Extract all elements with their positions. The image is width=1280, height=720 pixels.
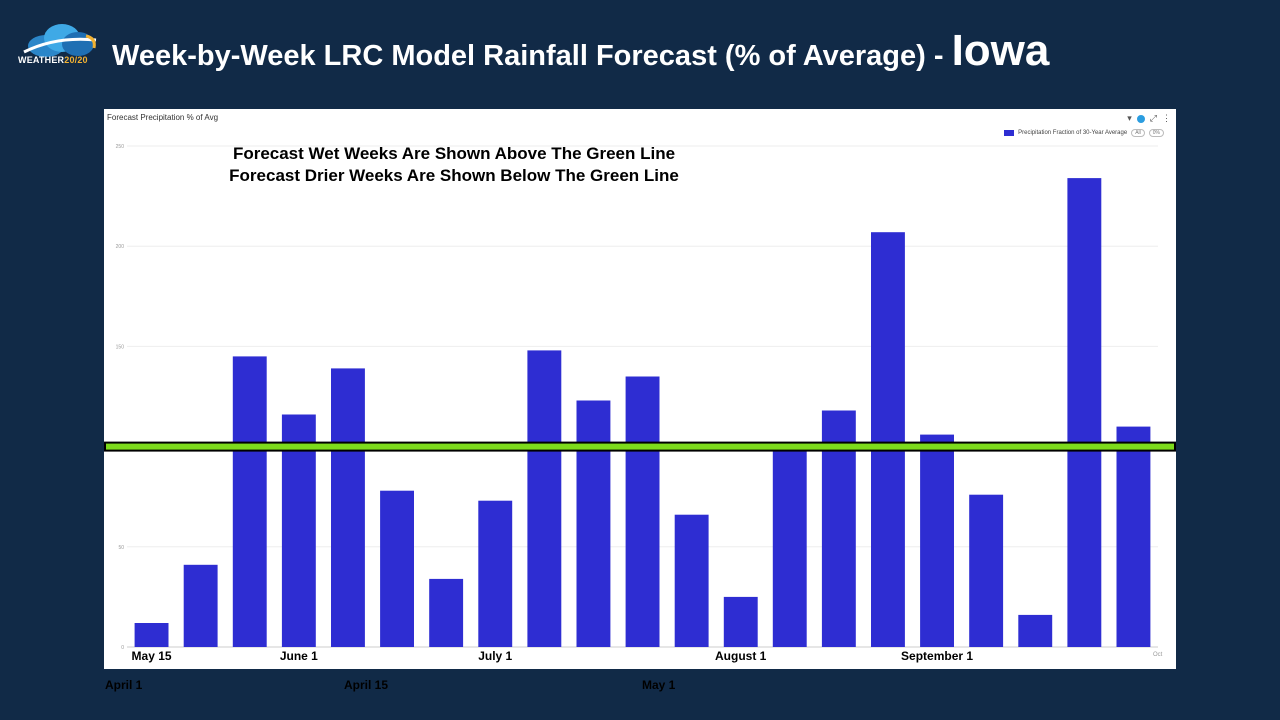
y-tick-label: 200 [116,244,125,250]
secondary-date-label: April 15 [344,678,389,692]
bar[interactable] [281,414,316,648]
bar[interactable] [1018,614,1053,647]
bar-chart: 050100150200250Oct [104,144,1176,658]
bar[interactable] [723,596,758,647]
bar[interactable] [429,578,464,647]
annotation-wet: Forecast Wet Weeks Are Shown Above The G… [232,144,676,163]
chart-panel: Forecast Precipitation % of Avg ▾ ⤢ ⋮ Pr… [104,109,1176,669]
y-tick-label: 0 [121,645,124,651]
bar[interactable] [920,434,954,647]
logo-wordmark: WEATHER20/20 [18,55,88,65]
bar[interactable] [134,623,169,647]
more-icon[interactable]: ⋮ [1162,113,1171,123]
bar[interactable] [1067,178,1102,647]
legend-zero-button[interactable]: 0% [1148,129,1164,137]
filter-icon[interactable]: ▾ [1127,113,1132,123]
bar[interactable] [183,564,218,647]
bar[interactable] [772,448,807,647]
y-tick-label: 250 [116,144,125,150]
bar[interactable] [478,500,513,647]
weather2020-logo [23,24,97,57]
x-axis-faint-label: Oct [1153,652,1163,658]
info-icon[interactable] [1136,114,1145,123]
bar[interactable] [674,514,709,647]
annotation-block: Forecast Wet Weeks Are Shown Above The G… [204,143,704,187]
bar[interactable] [969,494,1004,647]
bar[interactable] [380,490,414,647]
bar[interactable] [232,356,267,647]
legend-label: Precipitation Fraction of 30-Year Averag… [1018,130,1128,136]
slide-title: Week-by-Week LRC Model Rainfall Forecast… [112,24,1049,83]
slide-title-state: Iowa [951,26,1050,75]
expand-icon[interactable]: ⤢ [1149,113,1157,123]
legend-all-button[interactable]: All [1131,129,1145,137]
y-tick-label: 150 [116,344,125,350]
y-tick-label: 50 [118,545,124,551]
secondary-date-label: April 1 [105,678,143,692]
slide-title-text: Week-by-Week LRC Model Rainfall Forecast… [112,40,952,72]
bar[interactable] [576,400,611,648]
bar[interactable] [527,350,562,647]
panel-toolbar: ▾ ⤢ ⋮ [1127,113,1171,124]
bar[interactable] [625,376,660,648]
secondary-date-label: May 1 [642,678,676,692]
annotation-dry: Forecast Drier Weeks Are Shown Below The… [229,166,679,185]
bar[interactable] [331,368,365,647]
bar[interactable] [1116,426,1151,647]
bar[interactable] [871,232,905,647]
chart-legend: Precipitation Fraction of 30-Year Averag… [1004,129,1164,137]
reference-line-100 [104,441,1176,452]
legend-swatch [1004,130,1015,136]
panel-title: Forecast Precipitation % of Avg [107,113,219,122]
